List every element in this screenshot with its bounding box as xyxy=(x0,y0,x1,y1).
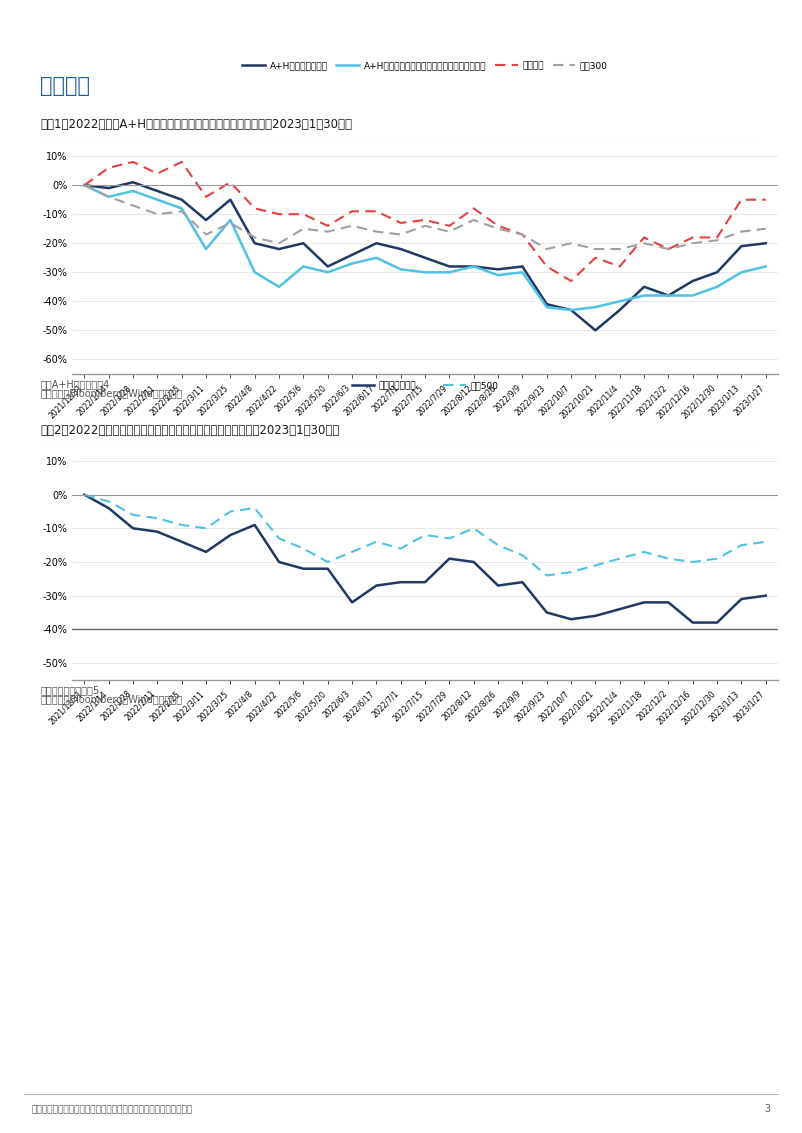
Text: 图表2：2022年以来海外元宇宙相关公司合计市值变动幅度（截至2023年1月30日）: 图表2：2022年以来海外元宇宙相关公司合计市值变动幅度（截至2023年1月30… xyxy=(40,424,339,437)
Legend: 海外元宇宙公司, 标普500: 海外元宇宙公司, 标普500 xyxy=(348,377,502,394)
Legend: A+H元宇宙相关公司, A+H元宇宙相关公司（不包括腾讯、阿里巴巴）, 恒生指数, 沪深300: A+H元宇宙相关公司, A+H元宇宙相关公司（不包括腾讯、阿里巴巴）, 恒生指数… xyxy=(239,58,611,74)
Text: 华泰证券
HUATAI SECURITIES: 华泰证券 HUATAI SECURITIES xyxy=(687,20,782,42)
Text: 注：海外公司对应图5: 注：海外公司对应图5 xyxy=(40,685,99,695)
Text: 资料来源：Bloomberg，Wind，华泰研究: 资料来源：Bloomberg，Wind，华泰研究 xyxy=(40,696,182,706)
Text: 主要图表: 主要图表 xyxy=(40,76,90,96)
Text: 注：A+H公司对应图4: 注：A+H公司对应图4 xyxy=(40,380,109,389)
Text: 资料来源：Bloomberg，Wind，华泰研究: 资料来源：Bloomberg，Wind，华泰研究 xyxy=(40,390,182,400)
Text: 免责声明和披露以及分析师声明是报告的一部分，请务必一起阅读。: 免责声明和披露以及分析师声明是报告的一部分，请务必一起阅读。 xyxy=(31,1105,192,1114)
Text: 3: 3 xyxy=(764,1105,771,1115)
Text: 科技: 科技 xyxy=(12,31,29,44)
Text: 图表1：2022年以来A+H元宇宙相关公司合计市值变动幅度（截至2023年1月30日）: 图表1：2022年以来A+H元宇宙相关公司合计市值变动幅度（截至2023年1月3… xyxy=(40,118,352,131)
